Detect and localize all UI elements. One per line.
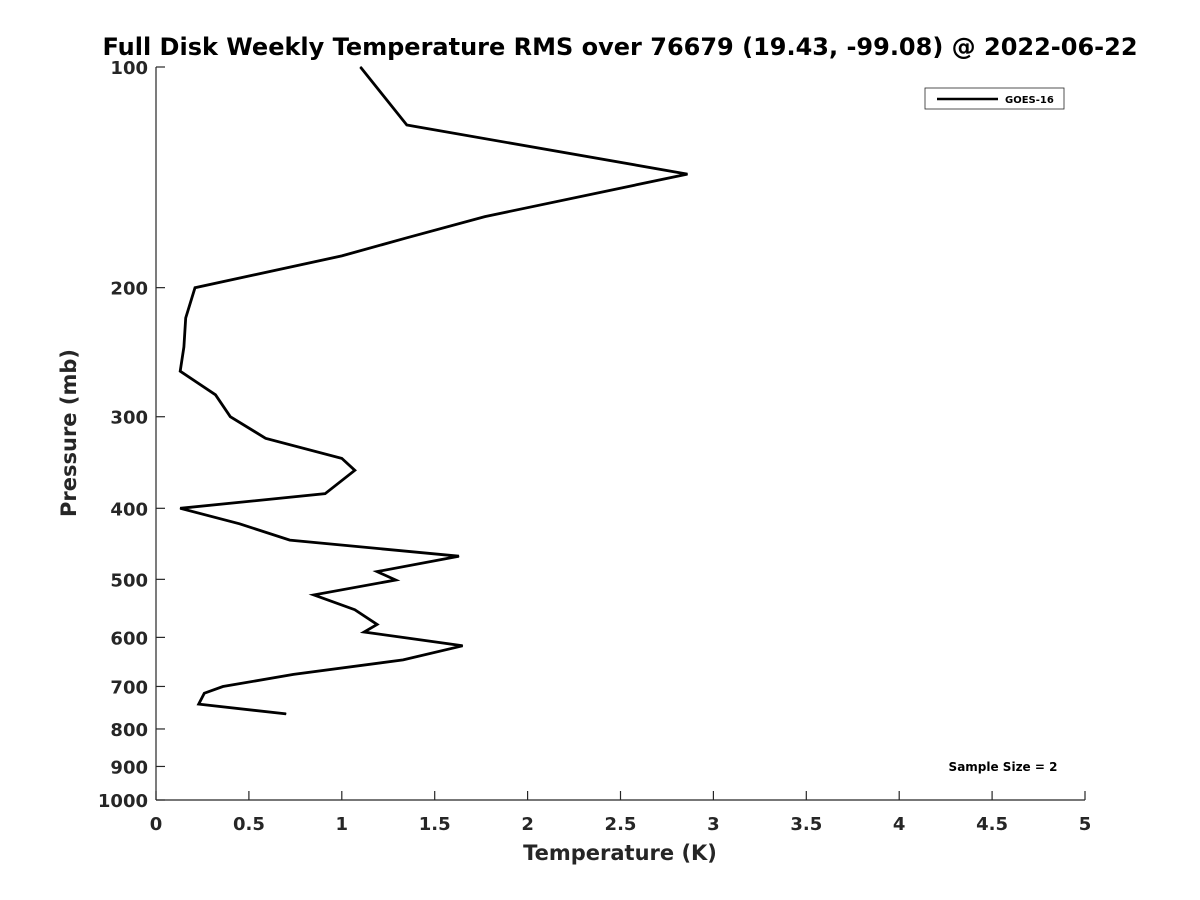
y-tick-label: 900 <box>110 757 148 778</box>
series-point <box>185 317 187 319</box>
y-axis-label: Pressure (mb) <box>57 349 81 517</box>
series-point <box>203 692 205 694</box>
series-point <box>285 713 287 715</box>
x-tick-label: 3 <box>707 814 720 835</box>
y-tick-label: 300 <box>110 408 148 429</box>
y-tick-label: 800 <box>110 720 148 741</box>
series-point <box>313 594 315 596</box>
y-tick-label: 1000 <box>98 791 148 812</box>
x-tick-label: 4.5 <box>976 814 1008 835</box>
series-point <box>363 631 365 633</box>
x-axis-ticks: 0 0.5 1 1.5 2 2.5 3 3.5 4 4.5 5 <box>150 791 1092 835</box>
x-axis-label: Temperature (K) <box>523 841 717 865</box>
series-point <box>484 216 486 218</box>
series-point <box>359 66 361 68</box>
x-tick-label: 3.5 <box>790 814 822 835</box>
x-tick-label: 0 <box>150 814 163 835</box>
x-tick-label: 4 <box>893 814 906 835</box>
series-point <box>183 346 185 348</box>
y-tick-label: 500 <box>110 570 148 591</box>
series-point <box>222 686 224 687</box>
x-tick-label: 5 <box>1079 814 1092 835</box>
legend-label: GOES-16 <box>1005 95 1054 106</box>
series-point <box>289 539 291 541</box>
sample-size-annotation: Sample Size = 2 <box>949 760 1058 774</box>
series-point <box>341 255 343 257</box>
x-tick-label: 2 <box>521 814 534 835</box>
chart-title: Full Disk Weekly Temperature RMS over 76… <box>102 33 1137 61</box>
series-layer <box>178 66 688 716</box>
series-point <box>215 394 216 396</box>
series-point <box>376 571 378 573</box>
x-tick-label: 0.5 <box>233 814 265 835</box>
series-point <box>293 673 294 675</box>
series-point <box>179 507 181 509</box>
series-point <box>341 457 343 459</box>
series-point <box>324 493 326 495</box>
y-axis-ticks: 100 200 300 400 500 600 700 800 900 1000 <box>98 58 165 812</box>
series-point <box>686 173 688 175</box>
y-tick-label: 700 <box>110 677 148 698</box>
series-point <box>354 609 356 611</box>
x-tick-label: 1 <box>336 814 349 835</box>
series-point <box>402 659 404 661</box>
series-point <box>395 579 397 581</box>
series-point <box>229 416 231 418</box>
series-point <box>458 555 460 557</box>
series-point <box>239 523 241 525</box>
y-tick-label: 100 <box>110 58 148 79</box>
y-tick-label: 400 <box>110 499 148 520</box>
y-tick-label: 200 <box>110 279 148 300</box>
series-point <box>265 437 267 439</box>
series-point <box>376 623 378 625</box>
series-point <box>406 124 408 126</box>
series-point <box>354 469 356 471</box>
series-point <box>406 237 408 239</box>
series-point <box>462 645 464 647</box>
series-point <box>198 703 200 705</box>
x-tick-label: 1.5 <box>419 814 451 835</box>
series-point <box>194 287 196 289</box>
y-tick-label: 600 <box>110 628 148 649</box>
legend: GOES-16 <box>924 87 1065 110</box>
series-point <box>179 370 181 372</box>
x-tick-label: 2.5 <box>605 814 637 835</box>
